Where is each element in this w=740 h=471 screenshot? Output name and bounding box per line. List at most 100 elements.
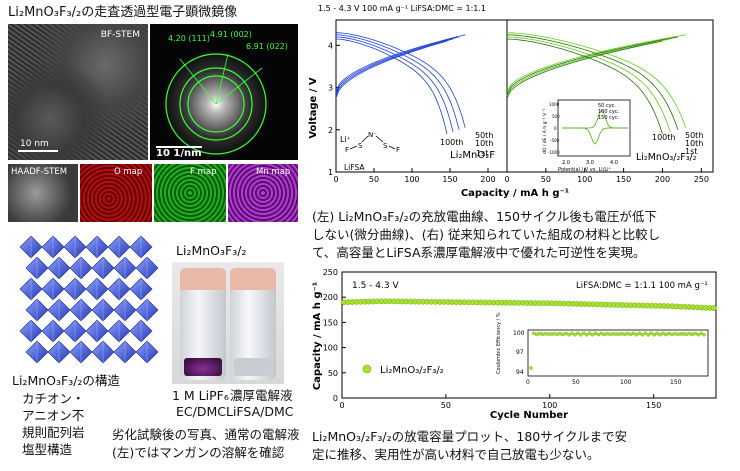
ce-point	[555, 332, 560, 336]
ce-point	[666, 331, 671, 336]
top-xtick-left: 200	[480, 175, 495, 184]
vial-right	[230, 268, 276, 380]
ce-point	[693, 331, 698, 336]
cycle-label-100-r: 100th	[652, 133, 675, 142]
fft-ring-1	[187, 75, 245, 133]
fft-label-022: 6.91 (022)	[246, 42, 288, 51]
ce-ytick-100: 100	[513, 330, 525, 337]
discharge-curve	[335, 38, 448, 135]
ce-point	[529, 366, 533, 370]
top-caption-3: て、高容量とLiFSA系濃厚電解液中で優れた可逆性を実現。	[312, 245, 646, 260]
fft-label-002: 4.91 (002)	[210, 30, 252, 39]
ce-point	[622, 332, 627, 337]
crystal-structure-image	[19, 235, 159, 364]
bottom-ytick: 200	[323, 293, 338, 302]
f-map: F map	[154, 164, 226, 222]
charge-curve	[506, 40, 663, 99]
legend-marker	[362, 364, 372, 374]
cycle-label-10-r: 10th	[685, 139, 703, 148]
bottom-plot-frame	[341, 271, 717, 399]
top-ytick: 1	[328, 168, 333, 177]
ce-point	[655, 331, 659, 336]
inset-tick-3: 3.0	[586, 160, 594, 166]
ce-point	[590, 332, 595, 337]
ce-point	[558, 331, 563, 336]
top-xtick-right: 0	[504, 175, 509, 184]
charge-discharge-chart: 1 2 3 4 0 50 100 150 200 0 50 100 150 200 250 Voltage …	[308, 19, 714, 199]
ce-point	[593, 331, 598, 336]
inset-xlabel: Potential / V vs. Li/Li⁺	[558, 167, 612, 173]
ce-point	[652, 333, 657, 337]
bottom-caption-1: Li₂MnO₃/₂F₃/₂の放電容量プロット、180サイクルまで安	[312, 429, 628, 444]
svg-text:S: S	[383, 142, 388, 150]
bottom-ytick: 0	[333, 394, 338, 403]
top-ytick: 2	[328, 126, 333, 135]
lifsa-label: LiFSA	[344, 163, 365, 172]
vial-left-label-1: 1 M LiPF₆	[172, 388, 229, 403]
cycle-capacity-chart: 0 50 100 150 200 250 0 50 100 150 1.5 - 4.3 V LiF…	[312, 268, 717, 421]
scale-bar	[18, 150, 58, 152]
cycle-label-50: 50th	[475, 131, 493, 140]
inset-ytick-500: 500	[552, 114, 560, 119]
ce-point	[649, 331, 654, 335]
svg-text:Li⁺: Li⁺	[340, 135, 351, 144]
ce-point	[540, 332, 545, 337]
ce-ytick-94: 94	[516, 369, 524, 376]
ce-point	[576, 331, 580, 335]
top-caption-1: (左) Li₂MnO₃F₃/₂の充放電曲線、150サイクル後も電圧が低下	[312, 209, 657, 224]
svg-text:N⁻: N⁻	[368, 131, 377, 139]
top-ylabel: Voltage / V	[308, 77, 319, 139]
ce-xtick-100: 100	[620, 379, 632, 386]
fft-image: 4.20 (111) 4.91 (002) 6.91 (022) 10 1/nm	[150, 24, 298, 160]
fft-scale: 10 1/nm	[156, 148, 202, 159]
structure-caption-3: アニオン不	[22, 408, 85, 423]
ce-inset	[527, 329, 709, 377]
fft-ring-2	[179, 67, 253, 141]
ce-point	[587, 331, 592, 335]
inset-tick-2: 2.0	[562, 160, 570, 166]
mn-map-label: Mn map	[256, 167, 291, 177]
bottom-xtick: 0	[339, 401, 344, 410]
haadf-label: HAADF-STEM	[11, 167, 68, 177]
charge-curve	[506, 36, 679, 95]
ce-ytick-97: 97	[516, 349, 524, 356]
svg-text:S: S	[358, 142, 363, 150]
mn-dissolved-liquid	[184, 358, 222, 376]
top-ytick: 3	[328, 84, 333, 93]
ce-point	[640, 333, 645, 337]
top-caption-2: しない(微分曲線)、(右) 従来知られていた組成の材料と比較し	[312, 227, 661, 242]
discharge-curve	[506, 34, 679, 130]
top-chart-header: 1.5 - 4.3 V 100 mA g⁻¹ LiFSA:DMC = 1:1.1	[318, 4, 486, 13]
dqde-discharge	[562, 127, 628, 145]
bottom-ylabel: Capacity / mA h g⁻¹	[312, 282, 323, 390]
charge-curve	[506, 34, 686, 93]
ce-inset-ylabel: Coulombic Efficiency / %	[496, 312, 502, 374]
ce-xtick-0: 0	[526, 379, 530, 386]
ce-point	[596, 332, 601, 337]
cycle-label-100: 100th	[440, 138, 463, 147]
ce-point	[570, 331, 574, 336]
ce-point	[608, 332, 613, 337]
ce-point	[687, 331, 692, 336]
scale-10nm: 10 nm	[20, 139, 49, 149]
ce-point	[534, 332, 539, 337]
ce-point	[578, 333, 583, 337]
inset-ytick-n500: -500	[550, 138, 560, 143]
bf-stem-image: BF-STEM 10 nm	[8, 24, 148, 160]
fft-label-111: 4.20 (111)	[168, 34, 210, 43]
ce-point	[620, 332, 624, 336]
ce-point	[702, 332, 706, 337]
photo-caption-2: (左)ではマンガンの溶解を確認	[112, 445, 285, 460]
inset-ylabel: dQ / dE / A h g⁻¹ V⁻¹	[542, 108, 548, 154]
vial-left	[180, 268, 226, 380]
o-map-label: O map	[114, 167, 143, 177]
ce-point	[684, 332, 689, 336]
bottom-xtick: 150	[646, 401, 661, 410]
top-xtick-right: 250	[694, 175, 709, 184]
ce-point	[543, 332, 548, 336]
top-xtick-right: 50	[541, 175, 551, 184]
bottom-condition: LiFSA:DMC = 1:1.1 100 mA g⁻¹	[576, 281, 708, 291]
structure-caption-2: カチオン・	[22, 391, 85, 406]
top-xtick-right: 200	[655, 175, 670, 184]
svg-text:F: F	[345, 146, 349, 154]
